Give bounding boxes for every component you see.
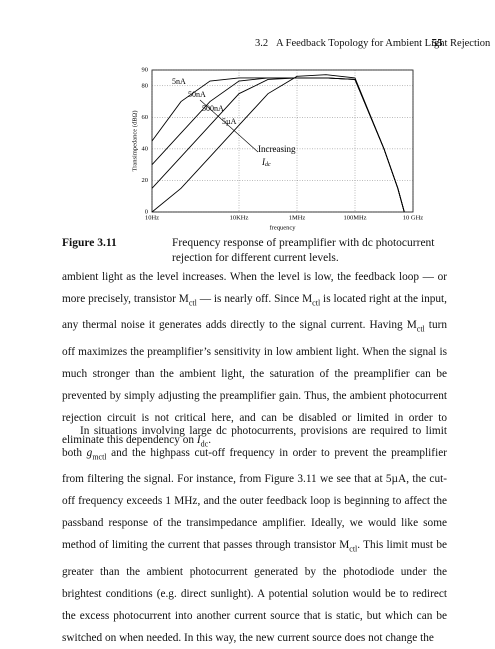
- subscript: ctl: [349, 544, 358, 554]
- x-tick-label: 100MHz: [343, 214, 366, 221]
- series-label: 500nA: [202, 104, 224, 113]
- y-tick-label: 90: [142, 66, 149, 73]
- x-tick-label: 10 GHz: [403, 214, 424, 221]
- paragraph: In situations involving large dc photocu…: [62, 420, 447, 649]
- text-run: . This limit must be greater than the am…: [62, 539, 447, 644]
- subscript: ctl: [416, 324, 425, 334]
- subscript: dc: [265, 162, 271, 168]
- y-tick-label: 80: [142, 82, 149, 89]
- series-label: 5µA: [222, 117, 237, 126]
- subscript: ctl: [312, 298, 321, 308]
- symbol: I: [261, 157, 266, 167]
- annotation-arrow: [199, 99, 259, 153]
- page-number: 55: [432, 38, 443, 49]
- header: 3.2 A Feedback Topology for Ambient Ligh…: [255, 38, 490, 49]
- text-run: — is nearly off. Since M: [196, 293, 313, 305]
- y-tick-label: 40: [142, 145, 149, 152]
- series-label: 5nA: [172, 77, 186, 86]
- y-tick-label: 20: [142, 177, 149, 184]
- x-tick-label: 10KHz: [230, 214, 249, 221]
- symbol: g: [86, 447, 93, 459]
- annotation-symbol: Idc: [261, 157, 271, 168]
- x-tick-label: 10Hz: [145, 214, 159, 221]
- text-run: .: [208, 433, 212, 446]
- x-axis-label: frequency: [270, 224, 297, 231]
- caption-label: Figure 3.11: [62, 237, 117, 249]
- section: 3.2: [255, 38, 269, 49]
- y-tick-label: 0: [145, 208, 148, 215]
- caption-text: Frequency response of preamplifier with …: [172, 237, 435, 264]
- y-axis-label: Transimpedance (dBΩ): [131, 110, 138, 171]
- subscript: dc: [200, 438, 209, 448]
- y-tick-label: 60: [142, 114, 149, 121]
- text-run: ambient light as the level increases. Wh…: [62, 271, 447, 305]
- text-run: is located right at the input, any therm…: [62, 293, 447, 332]
- paragraph: ambient light as the level increases. Wh…: [62, 266, 447, 455]
- caption: Figure 3.11 Frequency response of preampl…: [62, 236, 452, 266]
- series-label: 50nA: [188, 90, 206, 99]
- text-run: turn off maximizes the preamplifier’s se…: [62, 319, 448, 446]
- chart: 0 20 40 60 80 90 10Hz 10KHz 1MHz 100MHz 10 GHz freq…: [131, 66, 424, 231]
- series-line: [151, 74, 405, 213]
- subscript: mctl: [92, 452, 107, 462]
- annotation: Increasing: [258, 144, 296, 154]
- symbol: I: [196, 433, 201, 446]
- x-tick-label: 1MHz: [289, 214, 306, 221]
- running-title: A Feedback Topology for Ambient Light Re…: [276, 38, 491, 49]
- text-run: and the highpass cut-off frequency in or…: [62, 447, 447, 552]
- subscript: ctl: [188, 298, 197, 308]
- text-run: In situations involving large dc photocu…: [62, 425, 447, 459]
